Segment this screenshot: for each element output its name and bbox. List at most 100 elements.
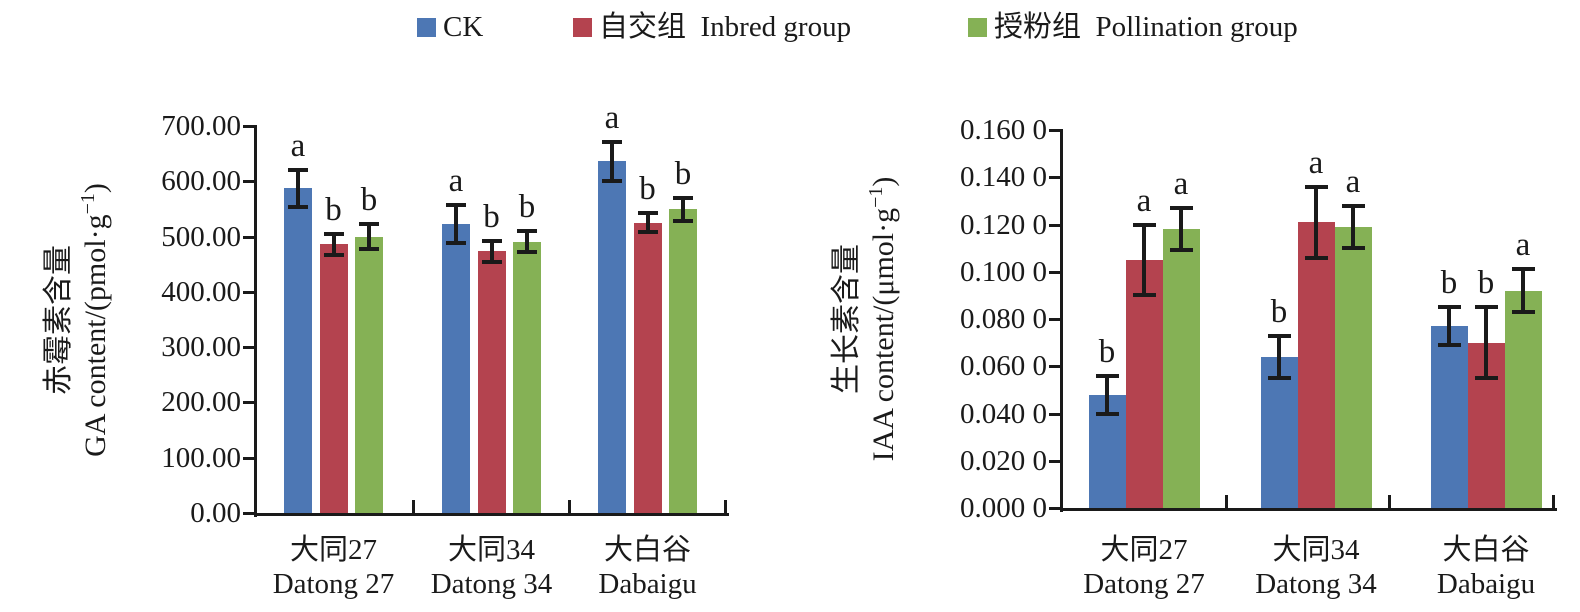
y-axis-title-en-suffix: ) <box>867 176 900 187</box>
category-label-zh: 大同27 <box>1100 534 1188 566</box>
error-bar-cap-bottom <box>637 230 658 235</box>
error-bar-line <box>367 224 371 249</box>
error-bar-line <box>1179 207 1183 251</box>
x-category-label-datong27: 大同27 Datong 27 <box>1029 533 1259 601</box>
error-bar-cap-bottom <box>602 178 622 183</box>
error-bar-cap-bottom <box>288 204 308 209</box>
y-axis-tick <box>1049 507 1060 510</box>
y-tick-label: 400.00 <box>161 275 241 308</box>
legend-label: 自交组 Inbred group <box>599 11 852 43</box>
error-bar-cap-bottom <box>1267 376 1291 381</box>
y-axis-tick <box>243 346 254 350</box>
error-bar-cap-top <box>673 195 693 200</box>
y-axis-tick <box>243 235 254 239</box>
bar-ck-dabaigu <box>598 161 626 513</box>
error-bar-line <box>1314 186 1318 258</box>
error-bar-cap-top <box>1474 305 1498 310</box>
bar-inbred-dabaigu <box>633 222 662 513</box>
error-bar-cap-top <box>517 229 537 234</box>
error-bar-cap-bottom <box>1511 309 1535 314</box>
y-axis-title-en-prefix: IAA content/(μmol·g <box>867 207 900 462</box>
error-bar-line <box>1351 205 1355 249</box>
bar-pollination-datong27 <box>1162 229 1200 508</box>
sig-letter: a <box>448 162 464 199</box>
x-category-label-dabaigu: 大白谷 Dabaigu <box>1371 533 1580 601</box>
legend: CK 自交组 Inbred group 授粉组 Pollination group <box>0 0 1580 55</box>
y-axis-title: 生长素含量 IAA content/(μmol·g−1) <box>828 104 902 534</box>
error-bar-cap-bottom <box>1474 376 1498 381</box>
x-axis-tick <box>411 500 415 513</box>
error-bar-cap-top <box>1304 184 1328 189</box>
y-tick-label: 0.120 0 <box>960 208 1047 241</box>
y-tick-label: 600.00 <box>161 165 241 198</box>
error-bar-cap-top <box>288 168 308 173</box>
y-axis-tick <box>1049 129 1060 132</box>
error-bar-cap-bottom <box>673 219 693 224</box>
x-axis-tick <box>1224 495 1228 508</box>
error-bar-cap-bottom <box>359 246 379 251</box>
error-bar-line <box>296 170 300 207</box>
category-label-en: Datong 34 <box>430 568 553 600</box>
error-bar-cap-bottom <box>1304 255 1328 260</box>
error-bar-line <box>645 213 650 233</box>
error-bar-cap-top <box>1511 267 1535 272</box>
x-axis-tick <box>1551 495 1555 508</box>
error-bar-cap-top <box>602 140 622 145</box>
y-tick-label: 0.020 0 <box>960 444 1047 477</box>
error-bar-line <box>454 204 458 244</box>
sig-letter: b <box>1270 293 1288 330</box>
error-bar-cap-top <box>446 202 466 207</box>
sig-letter: b <box>360 182 378 219</box>
error-bar-cap-top <box>1132 222 1156 227</box>
x-category-label-datong34: 大同34 Datong 34 <box>1201 533 1431 601</box>
error-bar-cap-top <box>323 231 344 236</box>
error-bar-line <box>1484 307 1488 379</box>
y-axis-tick <box>1049 459 1060 463</box>
error-bar-line <box>681 197 685 222</box>
y-tick-label: 0.100 0 <box>960 255 1047 288</box>
y-tick-label: 0.080 0 <box>960 303 1047 335</box>
error-bar-line <box>1142 224 1146 296</box>
sig-letter: b <box>1477 265 1495 302</box>
error-bar-cap-top <box>359 222 379 227</box>
y-axis-tick <box>1049 318 1060 321</box>
error-bar-cap-bottom <box>517 250 537 255</box>
error-bar-cap-bottom <box>1095 411 1119 416</box>
y-tick-label: 0.060 0 <box>960 350 1047 383</box>
error-bar-cap-bottom <box>446 241 466 246</box>
bar-inbred-datong34 <box>1297 222 1335 508</box>
legend-label: CK <box>443 11 484 43</box>
sig-letter: a <box>1345 163 1361 200</box>
sig-letter: a <box>1136 182 1152 219</box>
legend-swatch-ck <box>417 18 436 37</box>
bar-ck-datong34 <box>442 223 470 513</box>
x-category-label-datong27: 大同27 Datong 27 <box>219 533 449 601</box>
error-bar-cap-top <box>1095 373 1119 378</box>
sig-letter: b <box>518 189 536 226</box>
error-bar-cap-top <box>1267 333 1291 338</box>
y-axis-tick <box>1049 176 1060 180</box>
error-bar-cap-bottom <box>1437 342 1461 347</box>
legend-swatch-inbred-group <box>573 18 592 37</box>
bar-pollination-dabaigu <box>1504 290 1542 508</box>
error-bar-cap-bottom <box>323 252 344 257</box>
error-bar-cap-top <box>1169 205 1193 210</box>
error-bar-line <box>1521 269 1525 312</box>
error-bar-cap-top <box>1341 203 1365 208</box>
error-bar-line <box>1277 335 1281 379</box>
error-bar-line <box>1105 375 1109 414</box>
category-label-zh: 大同34 <box>447 534 535 566</box>
category-label-en: Dabaigu <box>598 568 697 600</box>
y-axis-title-zh: 生长素含量 <box>830 244 863 394</box>
sig-letter: b <box>674 155 692 192</box>
bar-pollination-datong34 <box>1334 226 1372 508</box>
sig-letter: b <box>325 191 342 228</box>
sig-letter: a <box>1308 144 1324 181</box>
y-tick-label: 0.160 0 <box>960 114 1047 146</box>
bar-inbred-datong27 <box>319 244 348 513</box>
y-tick-label: 300.00 <box>161 331 241 364</box>
error-bar-cap-bottom <box>1341 246 1365 251</box>
